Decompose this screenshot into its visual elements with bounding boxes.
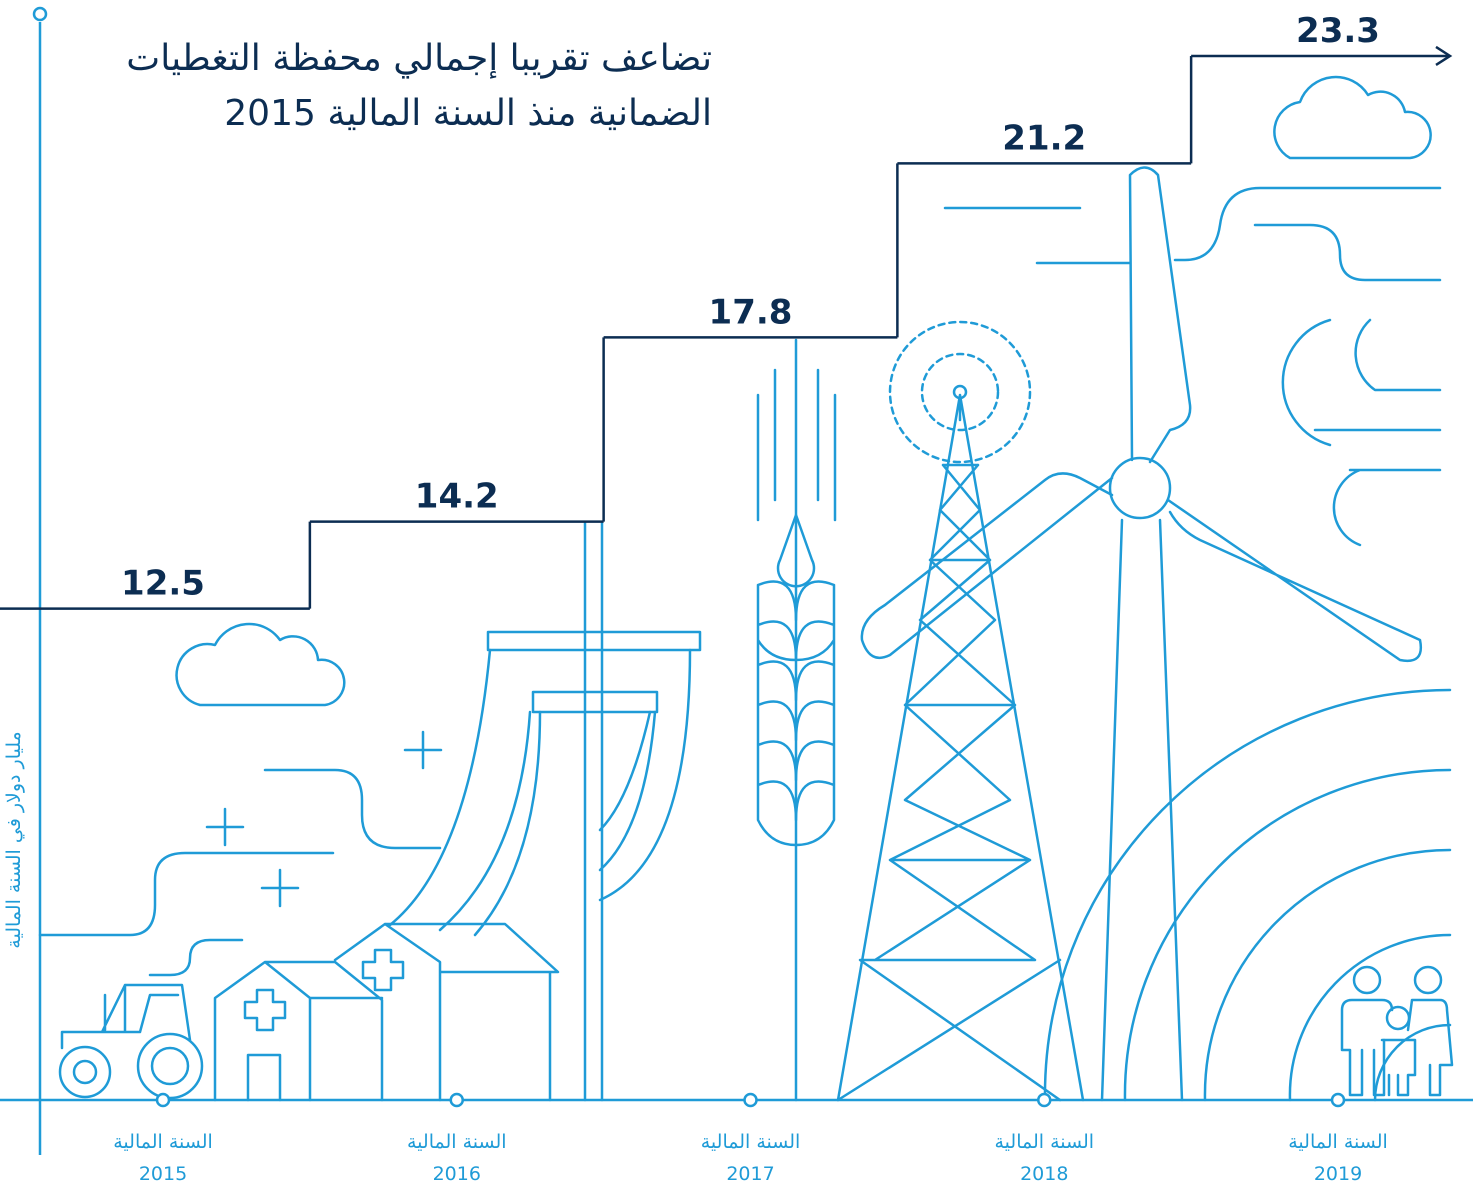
chart-title: الضمانية منذ السنة المالية 2015: [224, 93, 712, 134]
x-tick-label: السنة المالية: [1288, 1131, 1388, 1153]
x-tick-label: السنة المالية: [701, 1131, 801, 1153]
x-tick-marker: [157, 1094, 169, 1106]
x-tick-label: 2018: [1020, 1163, 1068, 1185]
x-tick-label: السنة المالية: [113, 1131, 213, 1153]
x-tick-marker: [451, 1094, 463, 1106]
x-tick-label: 2015: [139, 1163, 187, 1185]
value-label: 14.2: [415, 477, 499, 517]
y-axis-cap: [34, 8, 46, 20]
x-tick-label: 2019: [1314, 1163, 1362, 1185]
x-tick-marker: [745, 1094, 757, 1106]
x-tick-label: السنة المالية: [407, 1131, 507, 1153]
x-tick-label: السنة المالية: [994, 1131, 1094, 1153]
y-axis-label: مليار دولار في السنة المالية: [3, 731, 25, 948]
x-tick-marker: [1038, 1094, 1050, 1106]
value-label: 23.3: [1296, 11, 1380, 51]
chart: مليار دولار في السنة المالية تضاعف تقريب…: [0, 0, 1473, 1189]
page: مليار دولار في السنة المالية تضاعف تقريب…: [0, 0, 1473, 1189]
value-label: 21.2: [1002, 118, 1086, 158]
value-label: 12.5: [121, 564, 205, 604]
x-tick-label: 2017: [726, 1163, 774, 1185]
chart-title: تضاعف تقريبا إجمالي محفظة التغطيات: [126, 38, 712, 79]
value-label: 17.8: [709, 292, 793, 332]
x-tick-marker: [1332, 1094, 1344, 1106]
x-tick-label: 2016: [433, 1163, 481, 1185]
illustrations: [40, 77, 1452, 1100]
